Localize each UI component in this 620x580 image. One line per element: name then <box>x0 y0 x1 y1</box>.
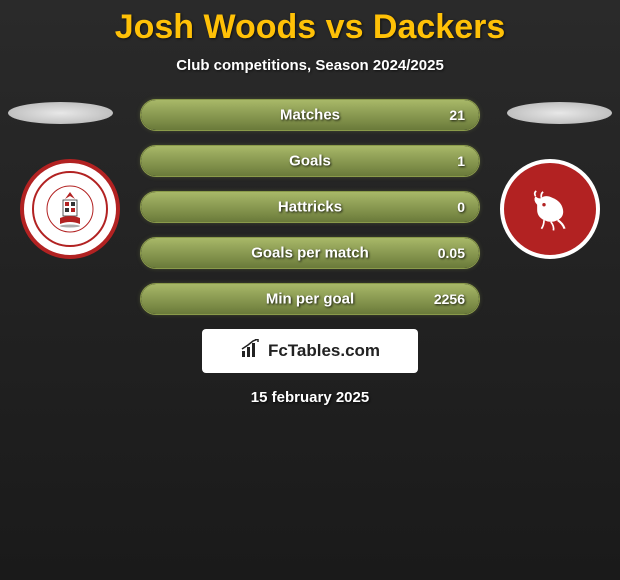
brand-text: FcTables.com <box>268 341 380 361</box>
stat-row-goals: Goals 1 <box>140 145 480 177</box>
stat-value: 1 <box>457 153 465 169</box>
stat-value: 21 <box>449 107 465 123</box>
stat-row-min-per-goal: Min per goal 2256 <box>140 283 480 315</box>
comparison-card: Josh Woods vs Dackers Club competitions,… <box>0 0 620 580</box>
player-marker-left <box>8 102 113 124</box>
stats-area: Matches 21 Goals 1 Hattricks 0 Goals per… <box>0 99 620 406</box>
footer-date: 15 february 2025 <box>0 389 620 406</box>
stat-label: Min per goal <box>266 291 354 308</box>
stat-value: 0.05 <box>438 245 465 261</box>
club-badge-left <box>20 159 120 259</box>
crest-right-icon <box>520 174 580 244</box>
crest-left-icon <box>45 184 95 234</box>
club-badge-right <box>500 159 600 259</box>
stat-label: Matches <box>280 107 340 124</box>
stat-value: 0 <box>457 199 465 215</box>
bar-chart-icon <box>240 339 262 364</box>
stat-label: Hattricks <box>278 199 342 216</box>
page-title: Josh Woods vs Dackers <box>0 0 620 47</box>
stat-row-hattricks: Hattricks 0 <box>140 191 480 223</box>
club-crest-left-icon <box>32 171 108 247</box>
brand-watermark[interactable]: FcTables.com <box>202 329 418 373</box>
stat-row-matches: Matches 21 <box>140 99 480 131</box>
stat-label: Goals per match <box>251 245 369 262</box>
stat-row-goals-per-match: Goals per match 0.05 <box>140 237 480 269</box>
stat-value: 2256 <box>434 291 465 307</box>
stat-label: Goals <box>289 153 331 170</box>
stat-rows: Matches 21 Goals 1 Hattricks 0 Goals per… <box>140 99 480 315</box>
player-marker-right <box>507 102 612 124</box>
club-crest-right-icon <box>520 179 580 239</box>
page-subtitle: Club competitions, Season 2024/2025 <box>0 57 620 74</box>
